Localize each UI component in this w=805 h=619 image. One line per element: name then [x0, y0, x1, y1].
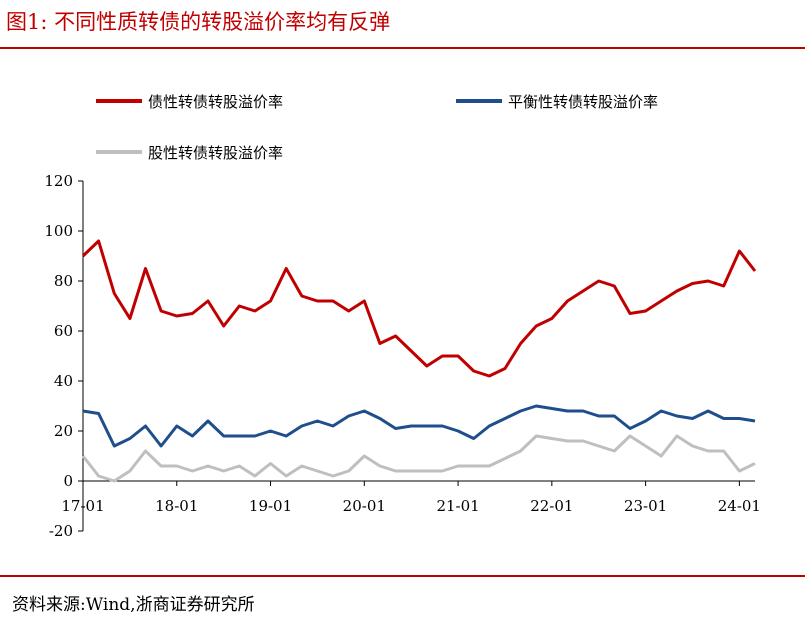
x-tick-label: 24-01 — [718, 497, 761, 515]
y-tick-label: 120 — [44, 172, 73, 190]
source-rule — [0, 575, 805, 577]
legend-swatch-equity-like — [96, 150, 142, 154]
series-line-equity-like — [81, 434, 756, 483]
figure-title: 图1: 不同性质转债的转股溢价率均有反弹 — [6, 10, 391, 34]
line-chart: 120 100 80 60 40 20 0 -20 17-01 18-01 19-01 20-01 21… — [44, 172, 761, 540]
legend-item-balanced: 平衡性转债转股溢价率 — [456, 90, 658, 112]
legend-item-bond-like: 债性转债转股溢价率 — [96, 90, 283, 112]
x-tick-label: 23-01 — [624, 497, 667, 515]
x-tick-label: 21-01 — [436, 497, 479, 515]
series-line-bond-like — [81, 239, 757, 378]
legend-swatch-bond-like — [96, 99, 142, 103]
y-tick-label: 60 — [54, 322, 73, 340]
series-line-balanced — [82, 404, 756, 448]
source-note: 资料来源:Wind,浙商证券研究所 — [12, 595, 255, 615]
title-rule — [0, 47, 805, 49]
y-tick-label: 20 — [54, 422, 73, 440]
y-tick-label: 100 — [44, 222, 73, 240]
legend-swatch-balanced — [456, 99, 502, 103]
legend-label-bond-like: 债性转债转股溢价率 — [148, 92, 284, 111]
x-tick-label: 18-01 — [155, 497, 198, 515]
x-tick-label: 20-01 — [343, 497, 386, 515]
y-tick-label: -20 — [49, 522, 73, 540]
legend-label-balanced: 平衡性转债转股溢价率 — [508, 92, 659, 111]
y-tick-label: 40 — [54, 372, 73, 390]
y-tick-label: 80 — [54, 272, 73, 290]
legend-item-equity-like: 股性转债转股溢价率 — [96, 141, 283, 163]
x-tick-label: 22-01 — [530, 497, 573, 515]
y-tick-label: 0 — [63, 472, 73, 490]
legend-label-equity-like: 股性转债转股溢价率 — [148, 143, 284, 162]
x-tick-label: 19-01 — [249, 497, 292, 515]
x-tick-label: 17-01 — [61, 497, 104, 515]
